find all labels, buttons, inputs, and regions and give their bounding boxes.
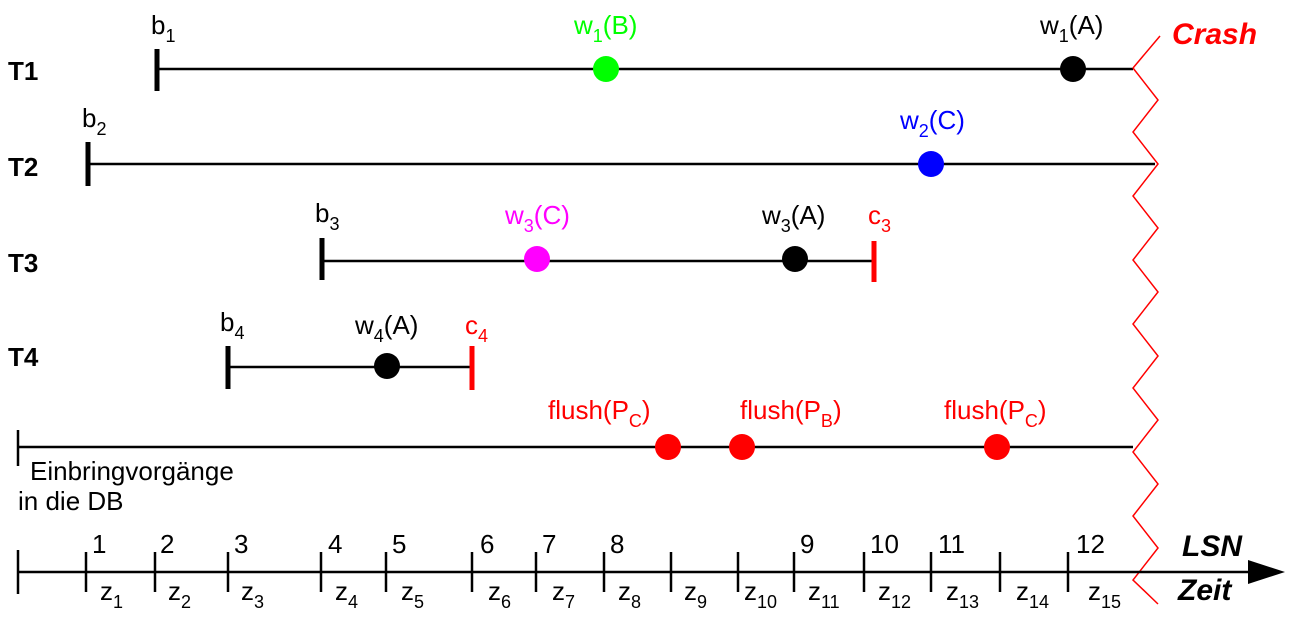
t1-write-b-label: w1(B) — [573, 10, 637, 46]
row-label-t3: T3 — [8, 248, 38, 278]
t3-write-a-label: w3(A) — [761, 200, 825, 236]
t1-write-a-label: w1(A) — [1039, 10, 1103, 46]
t4-write-a-marker — [374, 353, 400, 379]
db-label-line1: Einbringvorgänge — [30, 456, 234, 486]
db-flush-line: Einbringvorgänge in die DB flush(PC) flu… — [16, 395, 1133, 516]
axis-lsn-label: 5 — [392, 529, 406, 559]
flush-pc-1-label: flush(PC) — [548, 395, 651, 431]
t2-write-c-label: w2(C) — [899, 105, 965, 141]
axis-lsn-label: 12 — [1076, 529, 1105, 559]
flush-pc-2-marker — [984, 434, 1010, 460]
axis-interval-label: z11 — [808, 576, 840, 612]
axis-interval-label: z7 — [552, 576, 575, 612]
axis-lsn-labels: 1 2 3 4 5 6 7 8 9 10 11 12 — [92, 529, 1105, 559]
axis-lsn-label: 4 — [328, 529, 342, 559]
crash-zigzag — [1131, 67, 1159, 605]
flush-pc-2-label: flush(PC) — [944, 395, 1047, 431]
axis-interval-label: z14 — [1016, 576, 1049, 612]
t4-write-a-label: w4(A) — [354, 310, 418, 346]
axis-interval-label: z10 — [744, 576, 777, 612]
t4-begin-label: b4 — [220, 307, 244, 343]
axis-lsn-label: 10 — [870, 529, 899, 559]
axis-interval-label: z15 — [1088, 576, 1121, 612]
axis-interval-label: z12 — [878, 576, 911, 612]
flush-pb-marker — [729, 434, 755, 460]
axis-ticks — [84, 552, 1070, 592]
axis-interval-label: z5 — [401, 576, 424, 612]
flush-pb-label: flush(PB) — [740, 395, 842, 431]
transaction-t3: b3 w3(C) w3(A) c3 — [315, 198, 891, 282]
axis-interval-label: z8 — [618, 576, 641, 612]
axis-lsn-label: 8 — [610, 529, 624, 559]
axis-lsn-label: 3 — [234, 529, 248, 559]
row-label-t4: T4 — [8, 342, 39, 372]
transaction-t1: b1 w1(B) w1(A) — [151, 10, 1133, 91]
db-label-line2: in die DB — [18, 486, 124, 516]
t3-commit-label: c3 — [868, 200, 891, 236]
t1-begin-label: b1 — [151, 10, 175, 46]
flush-pc-1-marker — [655, 434, 681, 460]
axis-lsn-label: 7 — [542, 529, 556, 559]
axis-lsn-label: 11 — [938, 529, 965, 559]
row-label-t2: T2 — [8, 152, 38, 182]
t2-begin-label: b2 — [82, 103, 106, 139]
axis-interval-label: z3 — [241, 576, 264, 612]
axis-arrowhead — [1248, 560, 1285, 584]
axis-label-zeit: Zeit — [1177, 574, 1233, 607]
transaction-t4: b4 w4(A) c4 — [220, 307, 488, 390]
crash-zigzag-top — [1132, 35, 1161, 69]
axis-interval-labels: z1 z2 z3 z4 z5 z6 z7 z8 z9 z10 z11 z12 z13 z14 z15 — [100, 576, 1121, 612]
t3-write-c-label: w3(C) — [504, 200, 570, 236]
axis-interval-label: z1 — [100, 576, 123, 612]
axis-interval-label: z13 — [946, 576, 979, 612]
row-label-t1: T1 — [8, 56, 38, 86]
crash-label: Crash — [1172, 18, 1257, 51]
axis-lsn-label: 2 — [160, 529, 174, 559]
t1-write-a-marker — [1060, 56, 1086, 82]
axis-interval-label: z2 — [168, 576, 191, 612]
t1-write-b-marker — [593, 56, 619, 82]
t4-commit-label: c4 — [465, 310, 488, 346]
axis-label-lsn: LSN — [1182, 530, 1243, 563]
axis-lsn-label: 1 — [92, 529, 106, 559]
axis-interval-label: z9 — [684, 576, 707, 612]
axis-lsn-label: 6 — [480, 529, 494, 559]
axis-interval-label: z4 — [335, 576, 358, 612]
axis-interval-label: z6 — [488, 576, 511, 612]
time-axis: LSN Zeit 1 2 3 4 5 6 7 8 9 10 11 12 z1 z2 z3 z4 z5 z6 z7 z… — [16, 529, 1285, 612]
axis-lsn-label: 9 — [800, 529, 814, 559]
t3-write-c-marker — [524, 246, 550, 272]
transaction-t2: b2 w2(C) — [82, 103, 1155, 186]
t3-begin-label: b3 — [315, 198, 339, 234]
t3-write-a-marker — [782, 246, 808, 272]
t2-write-c-marker — [918, 151, 944, 177]
